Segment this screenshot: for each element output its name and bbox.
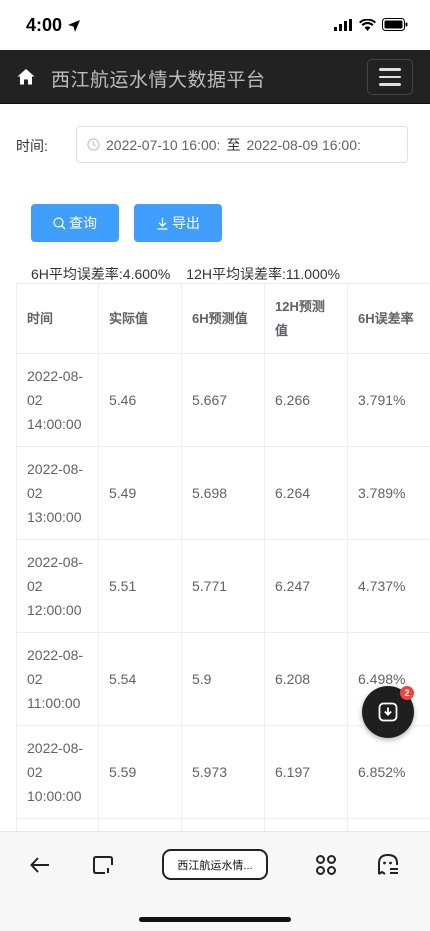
clock-text: 4:00: [26, 15, 63, 35]
ghost-menu-icon: [378, 853, 398, 875]
download-count-badge: 2: [400, 686, 414, 700]
column-header: 12H预测值: [264, 283, 348, 354]
table-cell: 5.51: [98, 539, 182, 633]
table-cell: 4.737%: [347, 539, 430, 633]
table-cell: 2022-08-02 10:00:00: [16, 725, 99, 819]
status-time: 4:00: [26, 15, 81, 36]
status-icons: [334, 18, 408, 31]
table-cell: 5.771: [181, 539, 265, 633]
table-cell: [16, 818, 99, 831]
search-icon: [53, 216, 66, 229]
table-cell: 5.698: [181, 446, 265, 540]
table-row: 2022-08-02 14:00:00 5.46 5.667 6.266 3.7…: [16, 353, 430, 447]
browser-toolbar: 西江航运水情...: [0, 831, 430, 931]
profile-button[interactable]: [374, 851, 402, 879]
time-label: 时间:: [16, 138, 48, 154]
data-table-container[interactable]: 时间 实际值 6H预测值 12H预测值 6H误差率 2022-08-02 14:…: [16, 283, 430, 831]
table-cell: 3.791%: [347, 353, 430, 447]
table-cell: 5.9: [181, 632, 265, 726]
navbar: 西江航运水情大数据平台: [0, 50, 430, 104]
location-arrow-icon: [68, 19, 81, 32]
column-header: 6H预测值: [181, 283, 265, 354]
table-cell: [98, 818, 182, 831]
export-button-label: 导出: [172, 215, 200, 231]
forecast-table: 时间 实际值 6H预测值 12H预测值 6H误差率 2022-08-02 14:…: [16, 283, 430, 831]
table-cell: 6.264: [264, 446, 348, 540]
table-cell: 3.789%: [347, 446, 430, 540]
hamburger-icon-bar: [379, 75, 401, 79]
signal-icon: [334, 18, 352, 31]
hamburger-icon-bar: [379, 68, 401, 71]
table-cell: 6.852%: [347, 725, 430, 819]
clock-icon: [87, 138, 100, 151]
table-cell: 5.46: [98, 353, 182, 447]
apps-grid-button[interactable]: [312, 851, 340, 879]
table-cell: 2022-08-02 14:00:00: [16, 353, 99, 447]
range-separator: 至: [226, 136, 241, 153]
table-row: 2022-08-02 11:00:00 5.54 5.9 6.208 6.498…: [16, 632, 430, 726]
table-cell: 6.247: [264, 539, 348, 633]
column-header: 时间: [16, 283, 99, 354]
table-cell: 6.208: [264, 632, 348, 726]
table-cell: 2022-08-02 12:00:00: [16, 539, 99, 633]
back-button[interactable]: [26, 851, 54, 879]
download-tray-icon: [378, 702, 398, 722]
table-cell: [264, 818, 348, 831]
table-cell: 5.49: [98, 446, 182, 540]
back-arrow-icon: [30, 857, 49, 873]
table-cell: 2022-08-02 13:00:00: [16, 446, 99, 540]
hamburger-icon-bar: [379, 83, 401, 86]
table-cell: 5.667: [181, 353, 265, 447]
current-tab-pill[interactable]: 西江航运水情...: [162, 849, 268, 880]
table-row: 2022-08-02 10:00:00 5.59 5.973 6.197 6.8…: [16, 725, 430, 819]
status-bar: 4:00: [0, 0, 430, 50]
query-button-label: 查询: [69, 215, 97, 231]
wifi-icon: [359, 18, 376, 31]
export-button[interactable]: 导出: [134, 204, 222, 242]
error-rate-summary: 6H平均误差率:4.600% 12H平均误差率:11.000%: [31, 264, 340, 284]
table-row: [16, 818, 430, 831]
end-date-value[interactable]: 2022-08-09 16:00:: [246, 136, 361, 153]
h6-error-value: 4.600%: [122, 266, 171, 282]
table-row: 2022-08-02 13:00:00 5.49 5.698 6.264 3.7…: [16, 446, 430, 540]
query-button[interactable]: 查询: [31, 204, 119, 242]
column-header: 6H误差率: [347, 283, 430, 354]
table-row: 2022-08-02 12:00:00 5.51 5.771 6.247 4.7…: [16, 539, 430, 633]
table-cell: 5.59: [98, 725, 182, 819]
table-cell: 5.54: [98, 632, 182, 726]
column-header: 实际值: [98, 283, 182, 354]
table-cell: 6.266: [264, 353, 348, 447]
h6-error-label: 6H平均误差率:: [31, 266, 123, 282]
battery-icon: [382, 18, 408, 31]
h12-error-value: 11.000%: [285, 266, 341, 282]
tabs-icon: [93, 856, 113, 874]
grid-icon: [316, 855, 336, 875]
table-cell: 2022-08-02 11:00:00: [16, 632, 99, 726]
table-cell: 5.973: [181, 725, 265, 819]
download-icon: [157, 217, 168, 230]
start-date-value[interactable]: 2022-07-10 16:00:: [106, 136, 221, 153]
h12-error-label: 12H平均误差率:: [186, 266, 286, 282]
home-indicator[interactable]: [139, 917, 291, 922]
table-cell: [181, 818, 265, 831]
table-cell: [347, 818, 430, 831]
home-icon[interactable]: [16, 67, 36, 87]
table-header-row: 时间 实际值 6H预测值 12H预测值 6H误差率: [16, 283, 430, 354]
table-cell: 6.197: [264, 725, 348, 819]
tabs-button[interactable]: [89, 851, 117, 879]
menu-toggle-button[interactable]: [367, 59, 413, 95]
date-range-picker[interactable]: 2022-07-10 16:00: 至 2022-08-09 16:00:: [76, 126, 408, 163]
brand-title[interactable]: 西江航运水情大数据平台: [51, 70, 266, 91]
